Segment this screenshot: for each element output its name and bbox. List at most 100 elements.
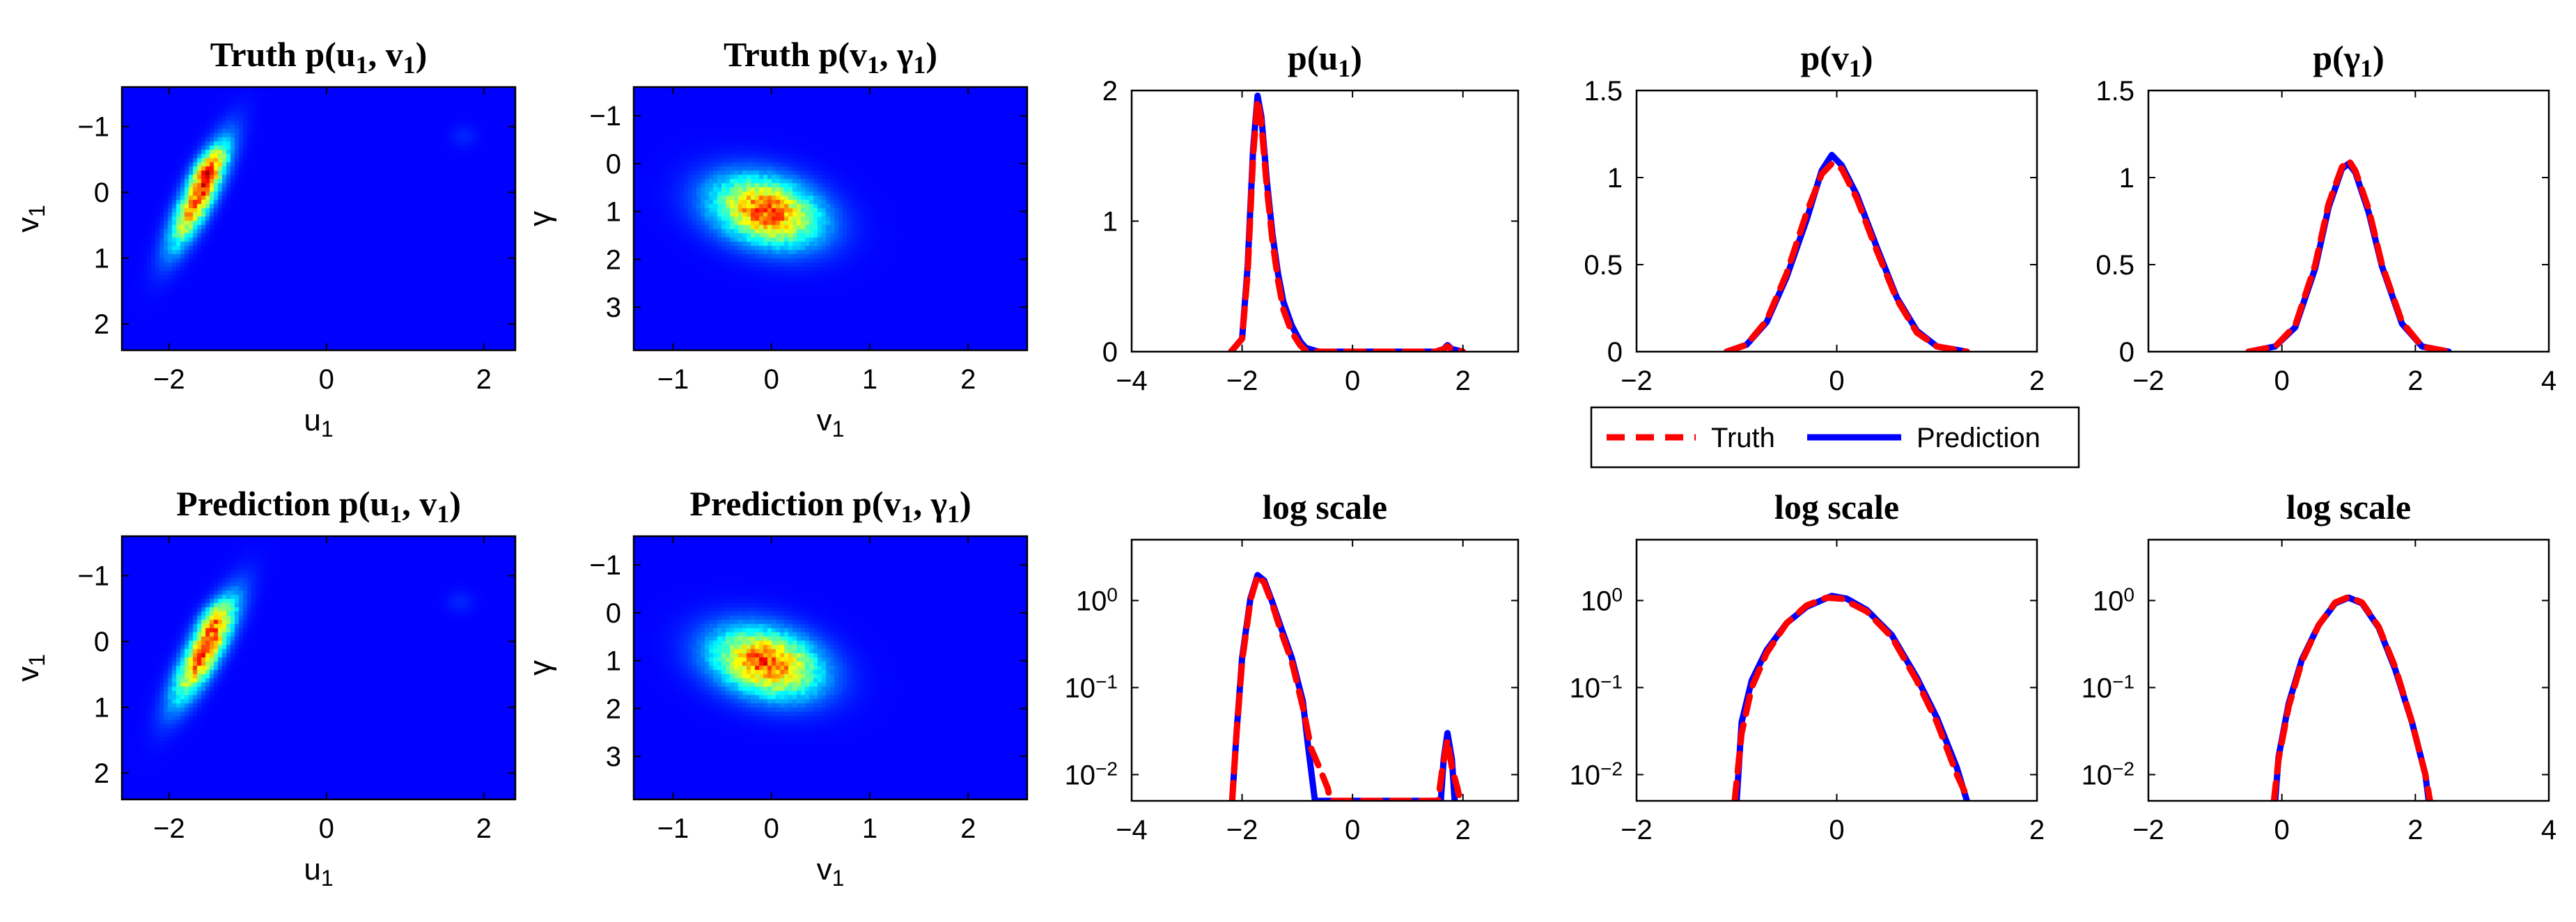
chart-l-pv: p(v1)00.511.5−2 0 2 (1584, 38, 2045, 396)
y-tick-label: 1 (606, 197, 621, 228)
y-tick-label: 100 (1581, 584, 1623, 617)
x-tick-label: −2 (1621, 815, 1653, 845)
chart-h-truth-vg: Truth p(v1, γ1) v1 γ −1 0 1 2 3 −1 0 1 2 (523, 35, 1029, 442)
series-line-truth (2270, 593, 2433, 801)
x-tick-label: −1 (657, 364, 689, 395)
chart-title: p(v1) (1800, 38, 1873, 82)
x-tick-label: 4 (2541, 366, 2557, 396)
x-tick-label: 0 (764, 813, 779, 844)
x-axis-label: u1 (304, 403, 333, 442)
x-tick-label: 2 (2407, 815, 2423, 845)
y-tick-label: 1 (1607, 163, 1623, 194)
chart-h-truth-uv: Truth p(u1, v1) u1 v1 −1 0 1 2 −2 0 2 (11, 35, 517, 442)
x-tick-label: 0 (1345, 815, 1360, 845)
y-tick-label: 10−2 (1065, 758, 1118, 791)
x-tick-label: 2 (1455, 815, 1471, 845)
y-tick-label: 100 (2093, 584, 2134, 617)
x-tick-label: 0 (1345, 366, 1360, 396)
chart-title: Truth p(u1, v1) (210, 35, 428, 79)
x-axis-label: v1 (817, 852, 845, 891)
axes-frame (632, 535, 1029, 801)
x-tick-label: 2 (2407, 366, 2423, 396)
y-tick-label: 0 (1607, 337, 1623, 368)
y-tick-label: 1 (1102, 207, 1118, 237)
x-tick-label: 0 (2274, 366, 2290, 396)
y-tick-label: 0 (94, 627, 109, 657)
x-axis-label: v1 (817, 403, 845, 442)
y-tick-label: 3 (606, 292, 621, 323)
x-tick-label: 0 (1829, 366, 1844, 396)
y-tick-label: 2 (94, 309, 109, 340)
y-axis-label: v1 (11, 205, 49, 233)
x-tick-label: 4 (2541, 815, 2557, 845)
chart-title: log scale (1774, 487, 1899, 526)
x-tick-label: −4 (1116, 366, 1148, 396)
x-tick-label: 0 (2274, 815, 2290, 845)
chart-title: Truth p(v1, γ1) (724, 35, 937, 79)
chart-title: log scale (2286, 487, 2411, 526)
x-tick-label: 2 (2029, 815, 2045, 845)
x-tick-label: 0 (1829, 815, 1844, 845)
x-tick-label: −2 (1226, 815, 1258, 845)
series-line-prediction (1228, 572, 1458, 801)
axes-frame (120, 86, 517, 352)
axes-frame (1130, 538, 1520, 802)
y-axis-label: γ (523, 660, 557, 675)
chart-h-pred-uv: Prediction p(u1, v1) u1 v1 −1 0 1 2 −2 0 2 (11, 484, 517, 891)
chart-l-pg: p(γ1)00.511.5−2 0 2 4 (2095, 38, 2557, 396)
y-tick-label: −1 (77, 561, 109, 592)
y-tick-label: 10−2 (2082, 758, 2134, 791)
chart-title: p(u1) (1288, 38, 1362, 82)
heatmap-density-image (634, 87, 1027, 350)
axes-frame (1635, 89, 2038, 353)
y-tick-label: 0 (606, 149, 621, 180)
axes-frame (2147, 89, 2550, 353)
x-tick-label: 2 (476, 364, 492, 395)
heatmap-density-image (122, 536, 515, 799)
chart-h-pred-vg: Prediction p(v1, γ1) v1 γ −1 0 1 2 3 −1 0 1 2 (523, 484, 1029, 891)
chart-title: Prediction p(v1, γ1) (689, 484, 971, 528)
heatmap-density-image (634, 536, 1027, 799)
chart-g-pv: log scale 10−2 10−1 100 −2 0 2 (1570, 487, 2045, 845)
series-line-truth (1723, 160, 1970, 352)
y-tick-label: 1 (606, 646, 621, 677)
axes-frame (2147, 538, 2550, 802)
y-tick-label: 1 (2119, 163, 2134, 194)
y-tick-label: 1 (94, 244, 109, 274)
x-tick-label: 1 (862, 813, 877, 844)
y-tick-label: 1.5 (2095, 76, 2134, 107)
x-tick-label: −4 (1116, 815, 1148, 845)
y-tick-label: 0.5 (1584, 250, 1623, 281)
y-tick-label: 10−2 (1570, 758, 1623, 791)
x-tick-label: −2 (1621, 366, 1653, 396)
chart-l-pu: p(u1) 0 1 2 −4 −2 0 2 (1102, 38, 1520, 396)
series-line-truth (2245, 157, 2452, 352)
legend: Truth Prediction (1590, 406, 2080, 469)
y-tick-label: 0 (606, 598, 621, 629)
x-tick-label: 2 (1455, 366, 1471, 396)
legend-label-prediction: Prediction (1917, 423, 2040, 453)
x-tick-label: 0 (319, 364, 334, 395)
y-tick-label: 100 (1076, 584, 1118, 617)
y-tick-label: 10−1 (1065, 671, 1118, 704)
x-tick-label: −2 (153, 813, 185, 844)
series-line-truth (1731, 594, 1972, 801)
series-line-prediction (1228, 93, 1467, 352)
x-tick-label: 2 (960, 364, 976, 395)
legend-label-truth: Truth (1711, 423, 1775, 453)
y-axis-label: γ (523, 211, 557, 226)
axes-frame (120, 535, 517, 801)
x-tick-label: 0 (319, 813, 334, 844)
y-tick-label: −1 (589, 101, 621, 132)
x-tick-label: 2 (476, 813, 492, 844)
y-tick-label: 0 (94, 178, 109, 208)
chart-title: Prediction p(u1, v1) (176, 484, 461, 528)
y-tick-label: 3 (606, 742, 621, 772)
y-tick-label: 10−1 (2082, 671, 2134, 704)
y-tick-label: 10−1 (1570, 671, 1623, 704)
axes-frame (632, 86, 1029, 352)
y-tick-label: 2 (94, 758, 109, 789)
series-line-prediction (2245, 160, 2452, 352)
y-tick-label: 0.5 (2095, 250, 2134, 281)
